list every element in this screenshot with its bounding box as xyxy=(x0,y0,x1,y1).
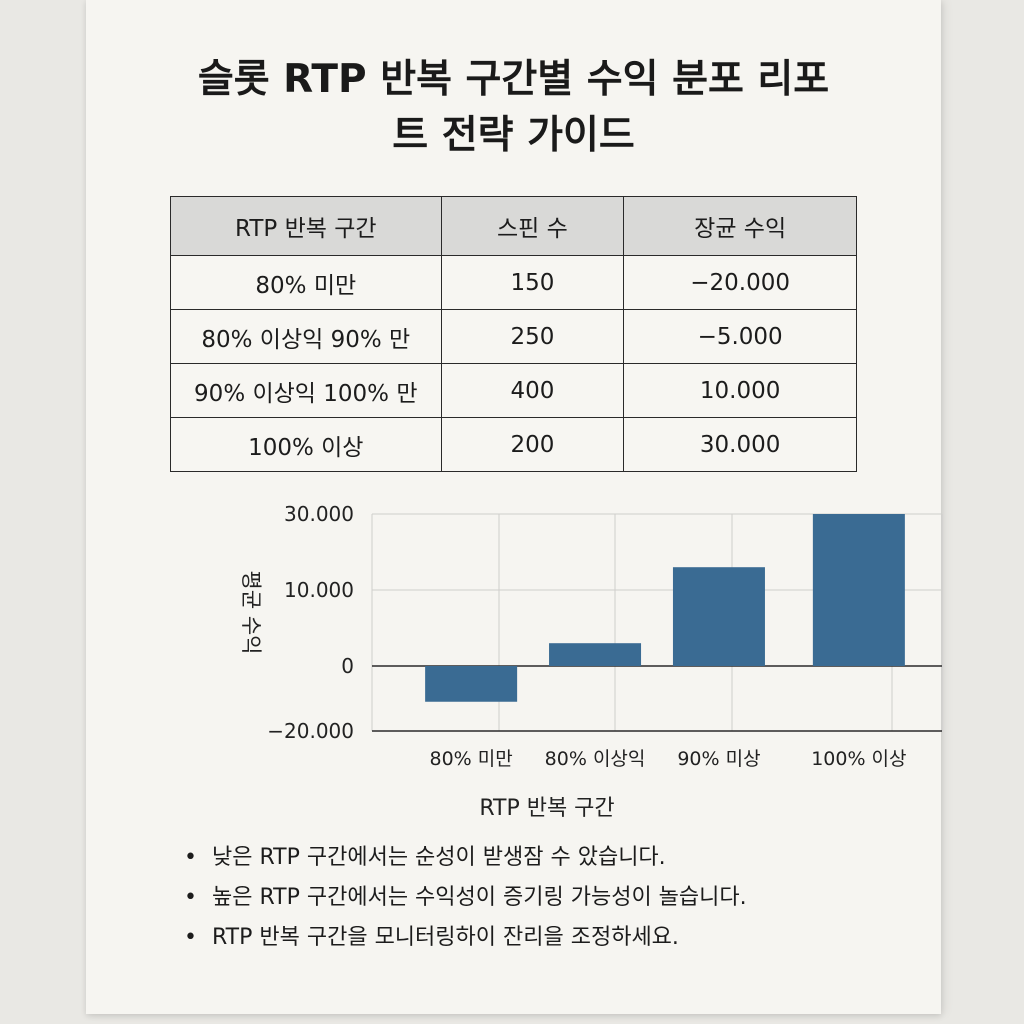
x-axis-label: RTP 반복 구간 xyxy=(479,796,614,821)
cell-spin-count: 150 xyxy=(440,255,625,310)
cell-spin-count: 200 xyxy=(440,417,625,472)
y-tick-label: 0 xyxy=(341,654,354,678)
note-text: RTP 반복 구간을 모니터링하이 잔리을 조정하세요. xyxy=(212,925,679,950)
header-spin-count: 스핀 수 xyxy=(440,196,625,256)
y-tick-label: 10.000 xyxy=(284,578,354,602)
cell-avg-profit: −5.000 xyxy=(623,309,857,364)
x-tick-label: 80% 미만 xyxy=(430,748,513,770)
y-tick-label: −20.000 xyxy=(267,719,354,743)
table-row: 80% 미만 150 −20.000 xyxy=(170,255,857,310)
header-rtp-range: RTP 반복 구간 xyxy=(170,196,442,256)
title-line-1: 슬롯 RTP 반복 구간별 수익 분포 리포 xyxy=(197,57,830,102)
report-sheet: 슬롯 RTP 반복 구간별 수익 분포 리포 트 전략 가이드 RTP 반복 구… xyxy=(86,0,943,1014)
list-item: • 높은 RTP 구간에서는 수익성이 증기링 가능성이 놀습니다. xyxy=(182,878,902,918)
cell-spin-count: 250 xyxy=(440,309,625,364)
note-text: 높은 RTP 구간에서는 수익성이 증기링 가능성이 놀습니다. xyxy=(212,885,747,910)
bullet-glyph: • xyxy=(184,845,197,870)
cell-rtp-range: 80% 미만 xyxy=(170,255,442,310)
cell-avg-profit: −20.000 xyxy=(623,255,857,310)
chart-axes: 30.000 10.000 0 −20.000 80% 미만 80% 이상익 90% 미상 1… xyxy=(267,502,942,770)
y-axis-label: 평균 수익 xyxy=(239,571,263,655)
list-item: • RTP 반복 구간을 모니터링하이 잔리을 조정하세요. xyxy=(182,918,902,958)
bar xyxy=(672,567,765,666)
cell-rtp-range: 80% 이상익 90% 만 xyxy=(170,309,442,364)
bar xyxy=(812,514,905,666)
cell-rtp-range: 90% 이상익 100% 만 xyxy=(170,363,442,418)
chart-canvas: 30.000 10.000 0 −20.000 80% 미만 80% 이상익 90% 미상 1… xyxy=(239,502,943,821)
x-tick-label: 100% 이상 xyxy=(811,748,906,770)
rtp-table: RTP 반복 구간 스핀 수 장균 수익 80% 미만 150 −20.000 … xyxy=(170,196,857,472)
cell-avg-profit: 30.000 xyxy=(623,417,857,472)
profit-bar-chart: 30.000 10.000 0 −20.000 80% 미만 80% 이상익 90% 미상 1… xyxy=(172,495,972,835)
cell-rtp-range: 100% 이상 xyxy=(170,417,442,472)
y-tick-label: 30.000 xyxy=(284,502,354,526)
table-header-row: RTP 반복 구간 스핀 수 장균 수익 xyxy=(170,196,857,256)
table-row: 100% 이상 200 30.000 xyxy=(170,417,857,472)
table-row: 80% 이상익 90% 만 250 −5.000 xyxy=(170,309,857,364)
chart-labels: RTP 반복 구간 평균 수익 xyxy=(239,571,615,821)
bullet-glyph: • xyxy=(184,925,197,950)
table-row: 90% 이상익 100% 만 400 10.000 xyxy=(170,363,857,418)
bar xyxy=(425,666,518,702)
note-text: 낮은 RTP 구간에서는 순성이 받생잠 수 았습니다. xyxy=(212,845,666,870)
strategy-notes: • 낮은 RTP 구간에서는 순성이 받생잠 수 았습니다. • 높은 RTP 구간… xyxy=(182,838,902,958)
list-item: • 낮은 RTP 구간에서는 순성이 받생잠 수 았습니다. xyxy=(182,838,902,878)
cell-spin-count: 400 xyxy=(440,363,625,418)
header-avg-profit: 장균 수익 xyxy=(623,196,857,256)
x-tick-label: 80% 이상익 xyxy=(545,748,646,770)
cell-avg-profit: 10.000 xyxy=(623,363,857,418)
bullet-glyph: • xyxy=(184,885,197,910)
x-tick-label: 90% 미상 xyxy=(677,748,760,770)
chart-bars xyxy=(425,514,905,702)
bar xyxy=(549,643,642,666)
page-title: 슬롯 RTP 반복 구간별 수익 분포 리포 트 전략 가이드 xyxy=(86,52,941,164)
title-line-2: 트 전략 가이드 xyxy=(392,113,635,158)
